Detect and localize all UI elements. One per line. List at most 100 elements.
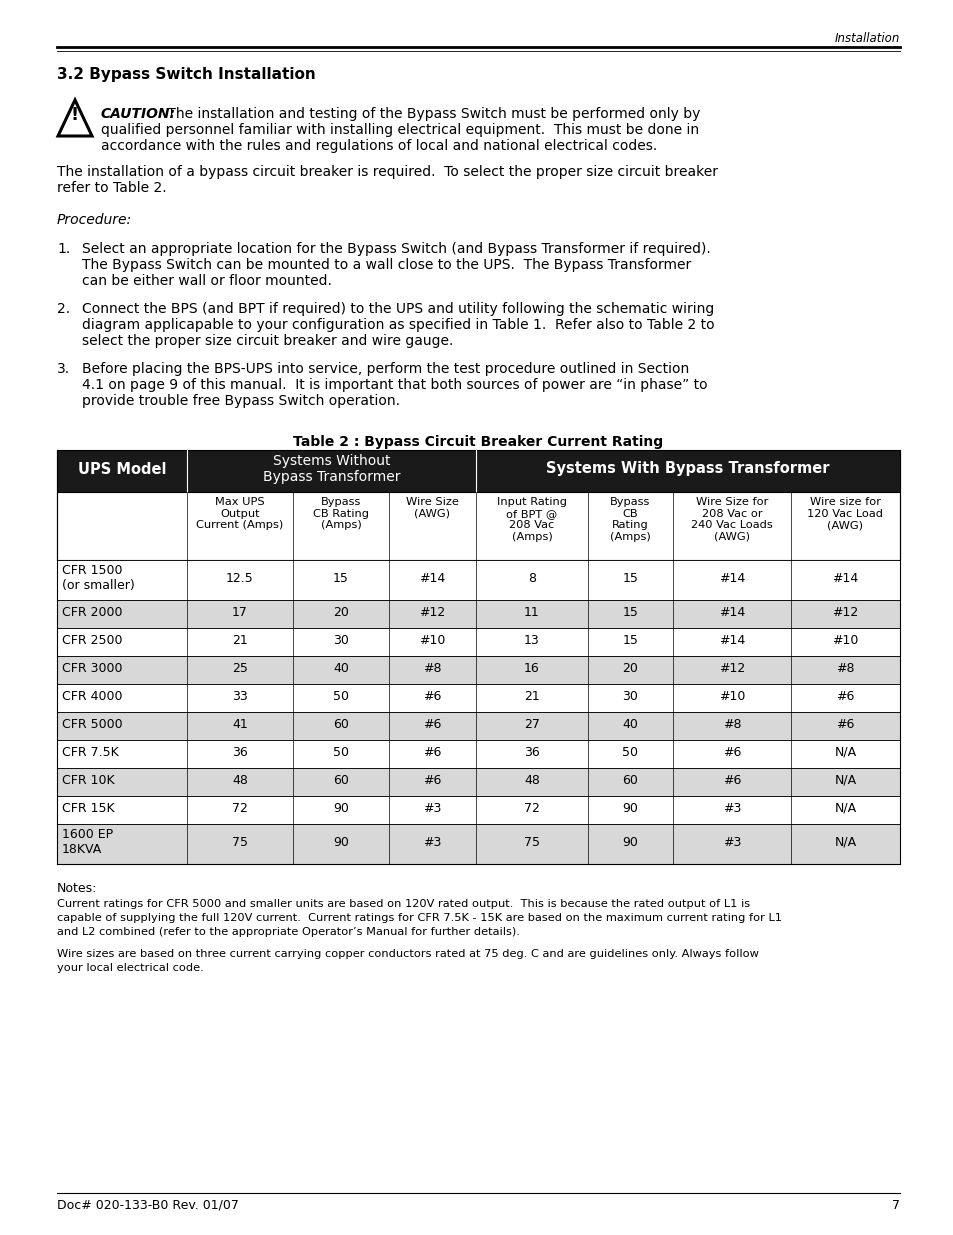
Text: Before placing the BPS-UPS into service, perform the test procedure outlined in : Before placing the BPS-UPS into service,…	[82, 362, 688, 375]
Text: 60: 60	[333, 773, 349, 787]
Text: Input Rating
of BPT @
208 Vac
(Amps): Input Rating of BPT @ 208 Vac (Amps)	[497, 496, 566, 542]
Text: #12: #12	[419, 605, 445, 619]
Text: 11: 11	[523, 605, 539, 619]
Bar	[57, 450, 899, 492]
Text: 40: 40	[333, 662, 349, 674]
Text: 72: 72	[523, 802, 539, 815]
Text: 90: 90	[333, 836, 349, 848]
Text: Bypass
CB
Rating
(Amps): Bypass CB Rating (Amps)	[610, 496, 650, 542]
Text: 16: 16	[523, 662, 539, 674]
Text: 15: 15	[622, 634, 638, 646]
Text: 7: 7	[891, 1199, 899, 1212]
Text: #3: #3	[722, 802, 740, 815]
Text: Wire sizes are based on three current carrying copper conductors rated at 75 deg: Wire sizes are based on three current ca…	[57, 948, 758, 960]
Text: Wire Size for
208 Vac or
240 Vac Loads
(AWG): Wire Size for 208 Vac or 240 Vac Loads (…	[690, 496, 772, 542]
Text: Table 2 : Bypass Circuit Breaker Current Rating: Table 2 : Bypass Circuit Breaker Current…	[294, 435, 663, 450]
Text: Systems With Bypass Transformer: Systems With Bypass Transformer	[546, 462, 829, 477]
Text: CFR 2000: CFR 2000	[62, 605, 122, 619]
Text: 33: 33	[232, 689, 248, 703]
Text: 75: 75	[523, 836, 539, 848]
Text: #6: #6	[722, 773, 740, 787]
Text: select the proper size circuit breaker and wire gauge.: select the proper size circuit breaker a…	[82, 333, 453, 348]
Text: 2.: 2.	[57, 303, 71, 316]
Text: 90: 90	[622, 802, 638, 815]
Text: 1.: 1.	[57, 242, 71, 256]
Text: #14: #14	[719, 634, 744, 646]
Text: Connect the BPS (and BPT if required) to the UPS and utility following the schem: Connect the BPS (and BPT if required) to…	[82, 303, 714, 316]
Text: #6: #6	[722, 746, 740, 758]
Text: CFR 2500: CFR 2500	[62, 634, 122, 646]
Text: N/A: N/A	[834, 836, 856, 848]
Text: #8: #8	[722, 718, 740, 730]
Text: CFR 1500
(or smaller): CFR 1500 (or smaller)	[62, 564, 134, 592]
Text: The Bypass Switch can be mounted to a wall close to the UPS.  The Bypass Transfo: The Bypass Switch can be mounted to a wa…	[82, 258, 691, 272]
Text: 50: 50	[333, 746, 349, 758]
Text: 30: 30	[333, 634, 349, 646]
Text: 25: 25	[232, 662, 248, 674]
Bar	[57, 797, 899, 824]
Text: #6: #6	[836, 689, 854, 703]
Text: #14: #14	[719, 572, 744, 584]
Text: #8: #8	[423, 662, 441, 674]
Text: 21: 21	[523, 689, 539, 703]
Text: 36: 36	[232, 746, 248, 758]
Text: #6: #6	[423, 746, 441, 758]
Text: #14: #14	[419, 572, 445, 584]
Text: refer to Table 2.: refer to Table 2.	[57, 182, 167, 195]
Text: 20: 20	[333, 605, 349, 619]
Text: #14: #14	[719, 605, 744, 619]
Text: #14: #14	[832, 572, 858, 584]
Text: 75: 75	[232, 836, 248, 848]
Text: and L2 combined (refer to the appropriate Operator’s Manual for further details): and L2 combined (refer to the appropriat…	[57, 927, 519, 937]
Text: CFR 3000: CFR 3000	[62, 662, 122, 674]
Text: 41: 41	[232, 718, 248, 730]
Text: #6: #6	[423, 689, 441, 703]
Text: 3.2 Bypass Switch Installation: 3.2 Bypass Switch Installation	[57, 67, 315, 82]
Text: #12: #12	[832, 605, 858, 619]
Text: #10: #10	[718, 689, 744, 703]
Text: !: !	[71, 106, 79, 124]
Text: 36: 36	[523, 746, 539, 758]
Text: CFR 10K: CFR 10K	[62, 773, 114, 787]
Text: #3: #3	[423, 802, 441, 815]
Text: #8: #8	[836, 662, 854, 674]
Text: CFR 15K: CFR 15K	[62, 802, 114, 815]
Text: Doc# 020-133-B0 Rev. 01/07: Doc# 020-133-B0 Rev. 01/07	[57, 1199, 238, 1212]
Text: capable of supplying the full 120V current.  Current ratings for CFR 7.5K - 15K : capable of supplying the full 120V curre…	[57, 913, 781, 923]
Bar	[57, 492, 899, 559]
Text: 27: 27	[523, 718, 539, 730]
Bar	[57, 768, 899, 797]
Text: Installation: Installation	[834, 32, 899, 44]
Text: 90: 90	[622, 836, 638, 848]
Text: diagram applicapable to your configuration as specified in Table 1.  Refer also : diagram applicapable to your configurati…	[82, 317, 714, 332]
Text: 1600 EP
18KVA: 1600 EP 18KVA	[62, 827, 113, 856]
Bar	[57, 656, 899, 684]
Text: CFR 7.5K: CFR 7.5K	[62, 746, 118, 758]
Text: N/A: N/A	[834, 802, 856, 815]
Text: 12.5: 12.5	[226, 572, 253, 584]
Text: 72: 72	[232, 802, 248, 815]
Bar	[57, 559, 899, 600]
Text: #6: #6	[423, 773, 441, 787]
Text: 20: 20	[622, 662, 638, 674]
Text: N/A: N/A	[834, 773, 856, 787]
Text: Notes:: Notes:	[57, 882, 97, 895]
Text: 3.: 3.	[57, 362, 71, 375]
Text: 48: 48	[232, 773, 248, 787]
Text: Max UPS
Output
Current (Amps): Max UPS Output Current (Amps)	[196, 496, 283, 530]
Text: accordance with the rules and regulations of local and national electrical codes: accordance with the rules and regulation…	[101, 140, 657, 153]
Text: 21: 21	[232, 634, 248, 646]
Bar	[57, 740, 899, 768]
Text: Wire size for
120 Vac Load
(AWG): Wire size for 120 Vac Load (AWG)	[806, 496, 882, 530]
Text: 30: 30	[622, 689, 638, 703]
Text: Wire Size
(AWG): Wire Size (AWG)	[406, 496, 458, 519]
Text: #6: #6	[423, 718, 441, 730]
Text: 60: 60	[333, 718, 349, 730]
Text: 13: 13	[523, 634, 539, 646]
Text: UPS Model: UPS Model	[77, 462, 166, 477]
Text: 40: 40	[622, 718, 638, 730]
Text: can be either wall or floor mounted.: can be either wall or floor mounted.	[82, 274, 332, 288]
Text: The installation and testing of the Bypass Switch must be performed only by: The installation and testing of the Bypa…	[163, 107, 700, 121]
Text: 90: 90	[333, 802, 349, 815]
Text: #3: #3	[722, 836, 740, 848]
